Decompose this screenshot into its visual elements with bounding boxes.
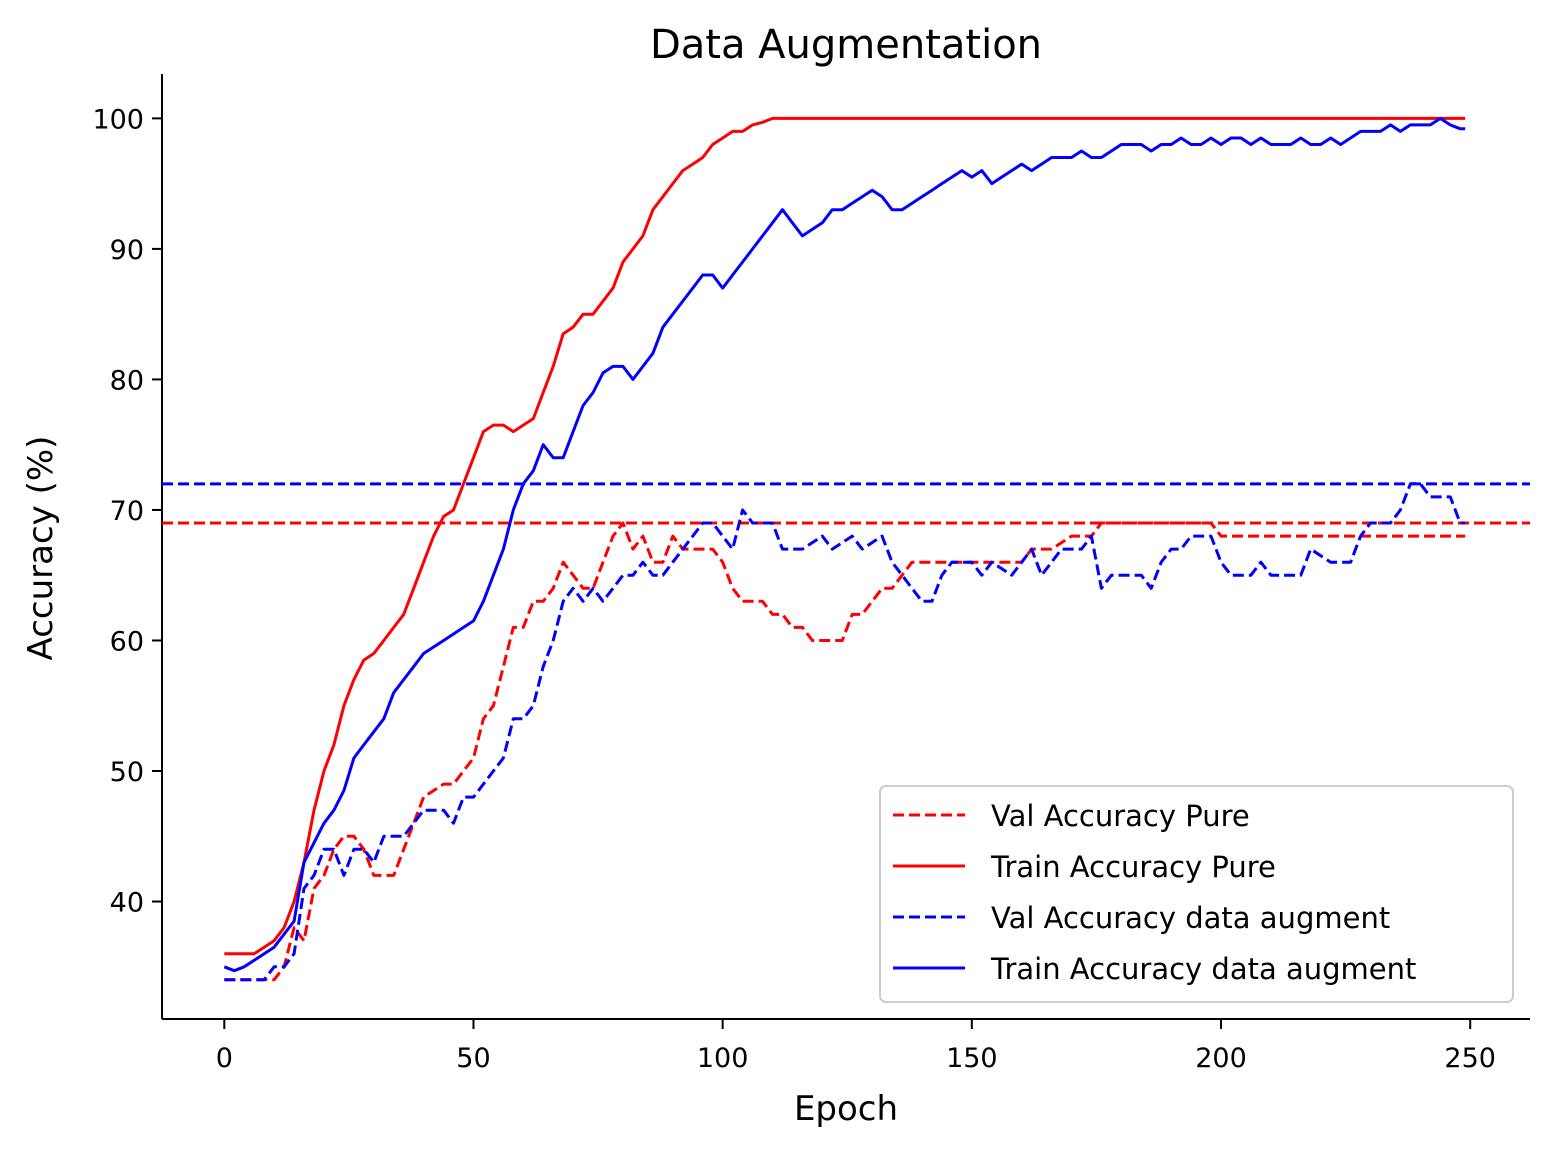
reference-lines — [162, 482, 1530, 525]
series-layer — [223, 116, 1466, 982]
plot-area: 0 50 100 150 200 250 40 50 60 70 80 90 100 — [92, 74, 1530, 1074]
series-line-3 — [223, 116, 1466, 973]
y-tick-label: 40 — [110, 888, 144, 919]
legend-items: Val Accuracy Pure Train Accuracy Pure Val … — [893, 799, 1416, 986]
y-tick-label: 80 — [110, 365, 144, 396]
series-line-1 — [224, 116, 1466, 956]
chart-title: Data Augmentation — [650, 22, 1042, 68]
x-tick-label: 250 — [1444, 1043, 1496, 1074]
x-ticks: 0 50 100 150 200 250 — [216, 1019, 1496, 1074]
y-ticks: 40 50 60 70 80 90 100 — [92, 104, 162, 919]
x-tick-label: 50 — [456, 1043, 490, 1074]
legend-box — [879, 785, 1514, 1003]
x-tick-label: 0 — [216, 1043, 233, 1074]
legend-label-1: Train Accuracy Pure — [990, 850, 1276, 884]
x-tick-label: 200 — [1195, 1043, 1247, 1074]
y-tick-label: 90 — [110, 235, 144, 266]
series-line-2 — [224, 482, 1466, 982]
y-tick-label: 50 — [110, 757, 144, 788]
legend: Val Accuracy Pure Train Accuracy Pure Val … — [879, 785, 1514, 1003]
legend-label-3: Train Accuracy data augment — [990, 952, 1416, 986]
x-axis-label: Epoch — [794, 1089, 898, 1129]
series-line-0 — [224, 521, 1466, 982]
legend-label-2: Val Accuracy data augment — [991, 901, 1390, 935]
y-axis-label: Accuracy (%) — [21, 436, 61, 661]
x-tick-label: 100 — [697, 1043, 749, 1074]
y-tick-label: 100 — [92, 104, 144, 135]
y-tick-label: 70 — [110, 496, 144, 527]
legend-label-0: Val Accuracy Pure — [991, 799, 1250, 833]
x-tick-label: 150 — [946, 1043, 998, 1074]
y-tick-label: 60 — [110, 626, 144, 657]
